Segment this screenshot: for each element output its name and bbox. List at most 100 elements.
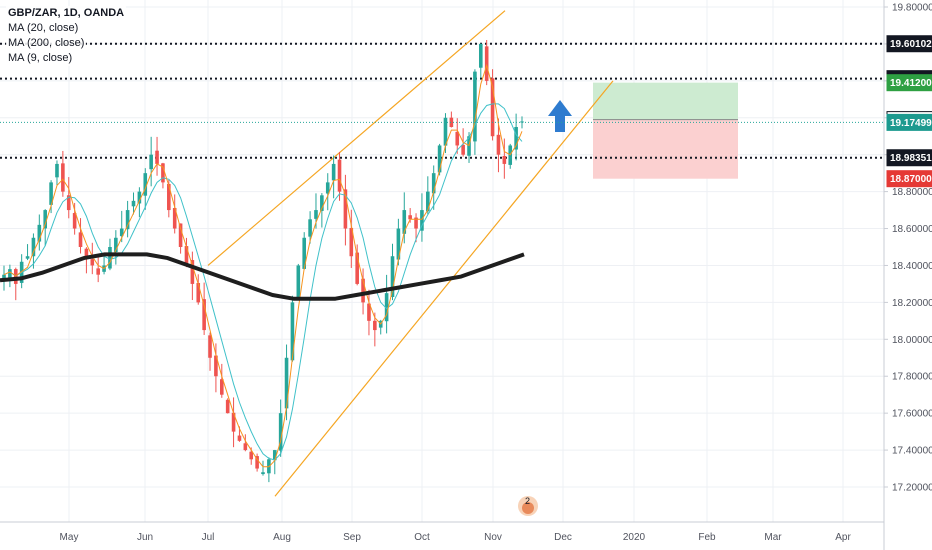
candle-body bbox=[302, 237, 307, 269]
stop-zone bbox=[593, 119, 738, 179]
x-tick-label: Aug bbox=[273, 532, 291, 543]
candle-body bbox=[443, 117, 448, 146]
legend-ma9[interactable]: MA (9, close) bbox=[6, 51, 75, 66]
price-tag-label: 19.60102 bbox=[890, 39, 932, 50]
candle-body bbox=[343, 189, 348, 229]
candle-body bbox=[196, 282, 201, 303]
time-axis[interactable]: May Jun Jul Aug Sep Oct Nov Dec 2020 Feb Mar Apr bbox=[60, 532, 852, 543]
candle-body bbox=[237, 435, 242, 441]
price-tag-label: 19.17499 bbox=[890, 118, 932, 129]
x-tick-label: Feb bbox=[698, 532, 716, 543]
candle-body bbox=[384, 293, 389, 322]
candle-body bbox=[496, 134, 501, 155]
y-tick-label: 17.40000 bbox=[892, 446, 932, 457]
candle-body bbox=[455, 131, 460, 146]
candle-body bbox=[314, 210, 318, 219]
ma9-line bbox=[3, 63, 523, 468]
x-tick-label: Apr bbox=[835, 532, 851, 543]
trend-channel[interactable] bbox=[207, 10, 614, 497]
arrow-shape bbox=[548, 100, 572, 132]
events-badge[interactable]: 2 bbox=[518, 496, 538, 516]
candle-body bbox=[272, 450, 277, 461]
candle-body bbox=[278, 413, 283, 451]
y-tick-label: 18.00000 bbox=[892, 335, 932, 346]
flag-icon bbox=[522, 502, 534, 514]
candle-body bbox=[261, 472, 265, 475]
y-tick-label: 18.80000 bbox=[892, 187, 932, 198]
candle-body bbox=[55, 163, 59, 178]
symbol-title[interactable]: GBP/ZAR, 1D, OANDA bbox=[6, 6, 127, 21]
candle-body bbox=[420, 210, 424, 231]
candle-body bbox=[290, 302, 295, 361]
candle-body bbox=[190, 260, 195, 284]
chart-legend: GBP/ZAR, 1D, OANDA MA (20, close) MA (20… bbox=[6, 6, 127, 66]
candle-body bbox=[402, 210, 407, 234]
price-tag-bg bbox=[886, 149, 932, 167]
x-tick-label: May bbox=[60, 532, 79, 543]
candle-body bbox=[155, 150, 159, 164]
price-tag-label: 19.41200 bbox=[890, 78, 932, 89]
price-tag-label: 18.98351 bbox=[890, 153, 932, 164]
x-tick-label: Oct bbox=[414, 532, 430, 543]
candle-body bbox=[2, 274, 6, 281]
price-tag-bg bbox=[886, 74, 932, 92]
candle-body bbox=[143, 173, 148, 196]
candle-body bbox=[484, 46, 489, 81]
candle-body bbox=[119, 228, 124, 237]
y-tick-label: 19.80000 bbox=[892, 3, 932, 14]
candle-body bbox=[373, 320, 377, 331]
candle-body bbox=[325, 182, 330, 194]
candle-body bbox=[208, 335, 212, 358]
x-tick-label: Dec bbox=[554, 532, 572, 543]
channel-lower-line[interactable] bbox=[274, 80, 614, 497]
candle-body bbox=[337, 159, 342, 192]
candle-body bbox=[478, 43, 483, 68]
candle-body bbox=[249, 451, 254, 460]
price-tag: 19.17499 bbox=[886, 113, 932, 131]
candle-body bbox=[414, 217, 418, 229]
candle-body bbox=[43, 210, 48, 229]
horizontal-levels[interactable] bbox=[0, 42, 884, 159]
candle-body bbox=[219, 379, 224, 395]
x-tick-label: Mar bbox=[764, 532, 782, 543]
candle-body bbox=[167, 183, 171, 211]
legend-ma200[interactable]: MA (200, close) bbox=[6, 36, 87, 51]
candle-body bbox=[108, 247, 112, 269]
chart-grid bbox=[0, 0, 885, 550]
candle-body bbox=[49, 182, 53, 205]
candle-body bbox=[449, 117, 454, 127]
candle-body bbox=[320, 195, 324, 211]
candle-body bbox=[308, 219, 312, 237]
price-tags: 19.6010219.4118719.4120019.1900019.17499… bbox=[886, 35, 932, 188]
price-tag-bg bbox=[886, 35, 932, 53]
price-tag: 19.60102 bbox=[886, 35, 932, 53]
ma200-line bbox=[0, 252, 525, 301]
events-badge-count: 2 bbox=[525, 496, 530, 506]
candle-body bbox=[390, 256, 395, 297]
candle-body bbox=[172, 208, 177, 229]
candle-body bbox=[349, 228, 354, 257]
x-tick-label: 2020 bbox=[623, 532, 646, 543]
candle-body bbox=[31, 237, 36, 257]
candle-body bbox=[84, 248, 89, 257]
channel-upper-line[interactable] bbox=[207, 10, 506, 266]
candle-body bbox=[473, 71, 477, 142]
up-arrow-icon bbox=[548, 100, 572, 132]
x-tick-label: Nov bbox=[484, 532, 502, 543]
y-tick-label: 18.60000 bbox=[892, 224, 932, 235]
candle-body bbox=[437, 145, 442, 173]
y-tick-label: 18.40000 bbox=[892, 261, 932, 272]
x-tick-label: Sep bbox=[343, 532, 361, 543]
candle-body bbox=[426, 191, 430, 212]
ma20-line bbox=[3, 103, 523, 461]
candle-body bbox=[61, 163, 65, 192]
legend-ma20[interactable]: MA (20, close) bbox=[6, 21, 81, 36]
x-tick-label: Jun bbox=[137, 532, 153, 543]
y-tick-label: 17.60000 bbox=[892, 409, 932, 420]
candle-body bbox=[178, 223, 183, 247]
candle-body bbox=[114, 237, 118, 253]
candle-body bbox=[66, 195, 71, 211]
candle-body bbox=[131, 200, 136, 207]
candle-body bbox=[502, 155, 507, 164]
